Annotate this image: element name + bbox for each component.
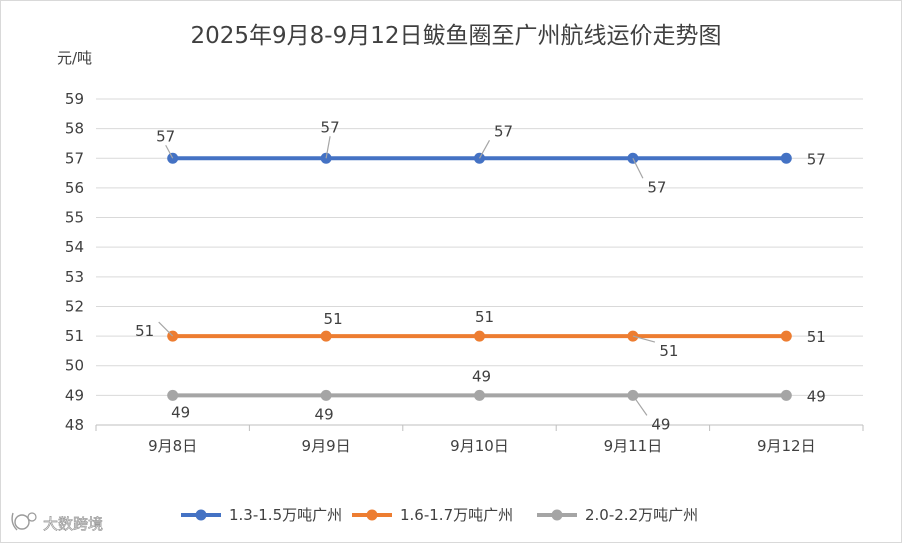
data-label: 57 (647, 178, 666, 196)
data-label-leader-line (325, 136, 331, 159)
watermark: 大数跨境 (11, 512, 103, 533)
series-lines (167, 152, 792, 401)
data-label: 49 (807, 387, 826, 405)
y-tick-label: 52 (65, 297, 84, 315)
data-label-leader-line (632, 335, 656, 343)
y-tick-label: 49 (65, 386, 84, 404)
data-point-marker (474, 330, 485, 342)
y-tick-label: 53 (65, 268, 84, 286)
data-label: 51 (475, 308, 494, 326)
y-tick-label: 51 (65, 327, 84, 345)
y-tick-label: 59 (65, 90, 84, 108)
y-tick-label: 57 (65, 149, 84, 167)
data-point-marker (320, 330, 332, 342)
x-tick-label: 9月10日 (450, 437, 509, 455)
y-axis-unit-label: 元/吨 (57, 49, 92, 67)
data-point-marker (780, 389, 792, 401)
gridlines (96, 98, 863, 396)
data-label: 51 (135, 322, 154, 340)
data-label: 49 (651, 415, 670, 433)
y-tick-label: 54 (65, 238, 84, 256)
axes: 48 49 50 51 52 53 54 55 56 57 58 59 9月8日 9月9日 9月10日 9月1… (65, 90, 864, 455)
legend-marker-swatch (551, 509, 563, 521)
x-tick-label: 9月11日 (604, 437, 663, 455)
data-label: 51 (807, 328, 826, 346)
y-tick-label: 50 (65, 357, 84, 375)
legend: 1.3-1.5万吨广州 1.6-1.7万吨广州 2.0-2.2万吨广州 (181, 506, 698, 524)
x-tick-label: 9月9日 (302, 437, 351, 455)
x-tick-label: 9月12日 (757, 437, 816, 455)
chart-title: 2025年9月8-9月12日鲅鱼圈至广州航线运价走势图 (191, 23, 722, 49)
y-tick-label: 56 (65, 179, 84, 197)
legend-entry-label: 1.3-1.5万吨广州 (229, 506, 342, 524)
data-point-marker (320, 389, 332, 401)
data-label-leader-line (632, 395, 648, 416)
legend-marker-swatch (366, 509, 378, 521)
legend-marker-swatch (195, 509, 207, 521)
data-label: 57 (807, 150, 826, 168)
data-label: 49 (171, 403, 190, 421)
data-label: 51 (659, 342, 678, 360)
data-label-leader-line (632, 158, 644, 179)
data-point-marker (474, 389, 485, 401)
data-label: 57 (494, 122, 513, 140)
data-label: 51 (324, 310, 343, 328)
watermark-text: 大数跨境 (43, 515, 103, 533)
data-label-leader-line (158, 321, 174, 337)
data-labels: 57 57 57 57 57 51 51 51 51 51 49 49 49 49 49 (135, 118, 826, 433)
data-label: 57 (321, 118, 340, 136)
data-label-leader-line (165, 144, 174, 159)
data-label: 49 (472, 367, 491, 385)
legend-entry-label: 2.0-2.2万吨广州 (585, 506, 698, 524)
data-label: 57 (156, 127, 175, 145)
dashuju-logo-icon (11, 512, 37, 531)
data-point-marker (167, 389, 179, 401)
y-tick-label: 58 (65, 120, 84, 138)
data-label-leader-line (478, 139, 491, 159)
x-tick-label: 9月8日 (148, 437, 197, 455)
legend-entry-label: 1.6-1.7万吨广州 (400, 506, 513, 524)
data-point-marker (780, 330, 792, 342)
y-tick-label: 55 (65, 209, 84, 227)
y-tick-label: 48 (65, 416, 84, 434)
data-label: 49 (315, 405, 334, 423)
data-point-marker (780, 152, 792, 164)
